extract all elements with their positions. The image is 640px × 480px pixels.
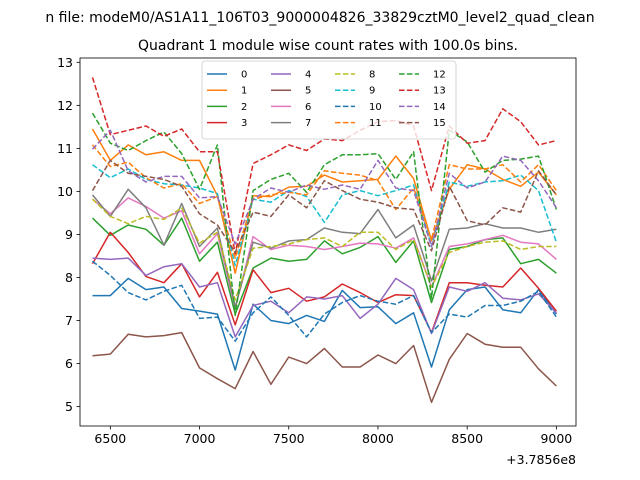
series-line-5 [92, 331, 557, 404]
series-line-4 [92, 257, 557, 338]
legend-label-15: 15 [433, 118, 446, 129]
figure-suptitle: n file: modeM0/AS1A11_106T03_9000004826_… [45, 10, 594, 26]
x-tick-label: 8500 [451, 431, 483, 446]
series-line-0 [92, 277, 558, 371]
series-line-15 [91, 159, 558, 254]
x-tick-label: 6500 [94, 431, 126, 446]
legend-label-14: 14 [433, 102, 446, 113]
legend-box [201, 60, 457, 140]
legend-label-8: 8 [369, 70, 375, 81]
axes: 6500 7000 7500 8000 8500 90005678910111213+3.… [57, 55, 577, 467]
legend-label-1: 1 [241, 86, 247, 97]
y-tick-label: 10 [57, 184, 73, 199]
legend-label-13: 13 [433, 86, 446, 97]
series-line-14 [91, 129, 558, 248]
y-tick-label: 5 [65, 399, 73, 414]
y-tick-label: 7 [65, 313, 73, 328]
chart-title: Quadrant 1 module wise count rates with … [138, 38, 518, 54]
x-tick-label: 7000 [184, 431, 216, 446]
axes-frame [79, 57, 577, 427]
x-tick-label: 9000 [540, 431, 572, 446]
legend-label-12: 12 [433, 70, 446, 81]
legend-label-5: 5 [305, 86, 311, 97]
y-tick-label: 6 [65, 356, 73, 371]
y-tick-label: 13 [57, 55, 73, 70]
legend-label-0: 0 [241, 70, 247, 81]
x-offset-label: +3.7856e8 [506, 452, 576, 467]
series-line-1 [91, 128, 557, 274]
legend-label-6: 6 [305, 102, 311, 113]
series-lines [91, 77, 558, 404]
series-line-11 [91, 144, 558, 259]
y-tick-label: 12 [57, 98, 73, 113]
series-line-8 [91, 198, 557, 301]
series-line-2 [91, 217, 557, 315]
y-tick-label: 11 [57, 141, 73, 156]
legend-label-11: 11 [369, 118, 382, 129]
y-tick-label: 9 [65, 227, 73, 242]
legend-label-9: 9 [369, 86, 375, 97]
legend-label-3: 3 [241, 118, 247, 129]
x-tick-label: 8000 [362, 431, 394, 446]
series-line-12 [91, 112, 558, 317]
series-line-3 [91, 231, 557, 334]
series-line-7 [91, 188, 557, 308]
legend-label-4: 4 [305, 70, 311, 81]
legend-label-10: 10 [369, 102, 382, 113]
x-tick-label: 7500 [273, 431, 305, 446]
legend-label-7: 7 [305, 118, 311, 129]
y-tick-label: 8 [65, 270, 73, 285]
legend-label-2: 2 [241, 102, 247, 113]
